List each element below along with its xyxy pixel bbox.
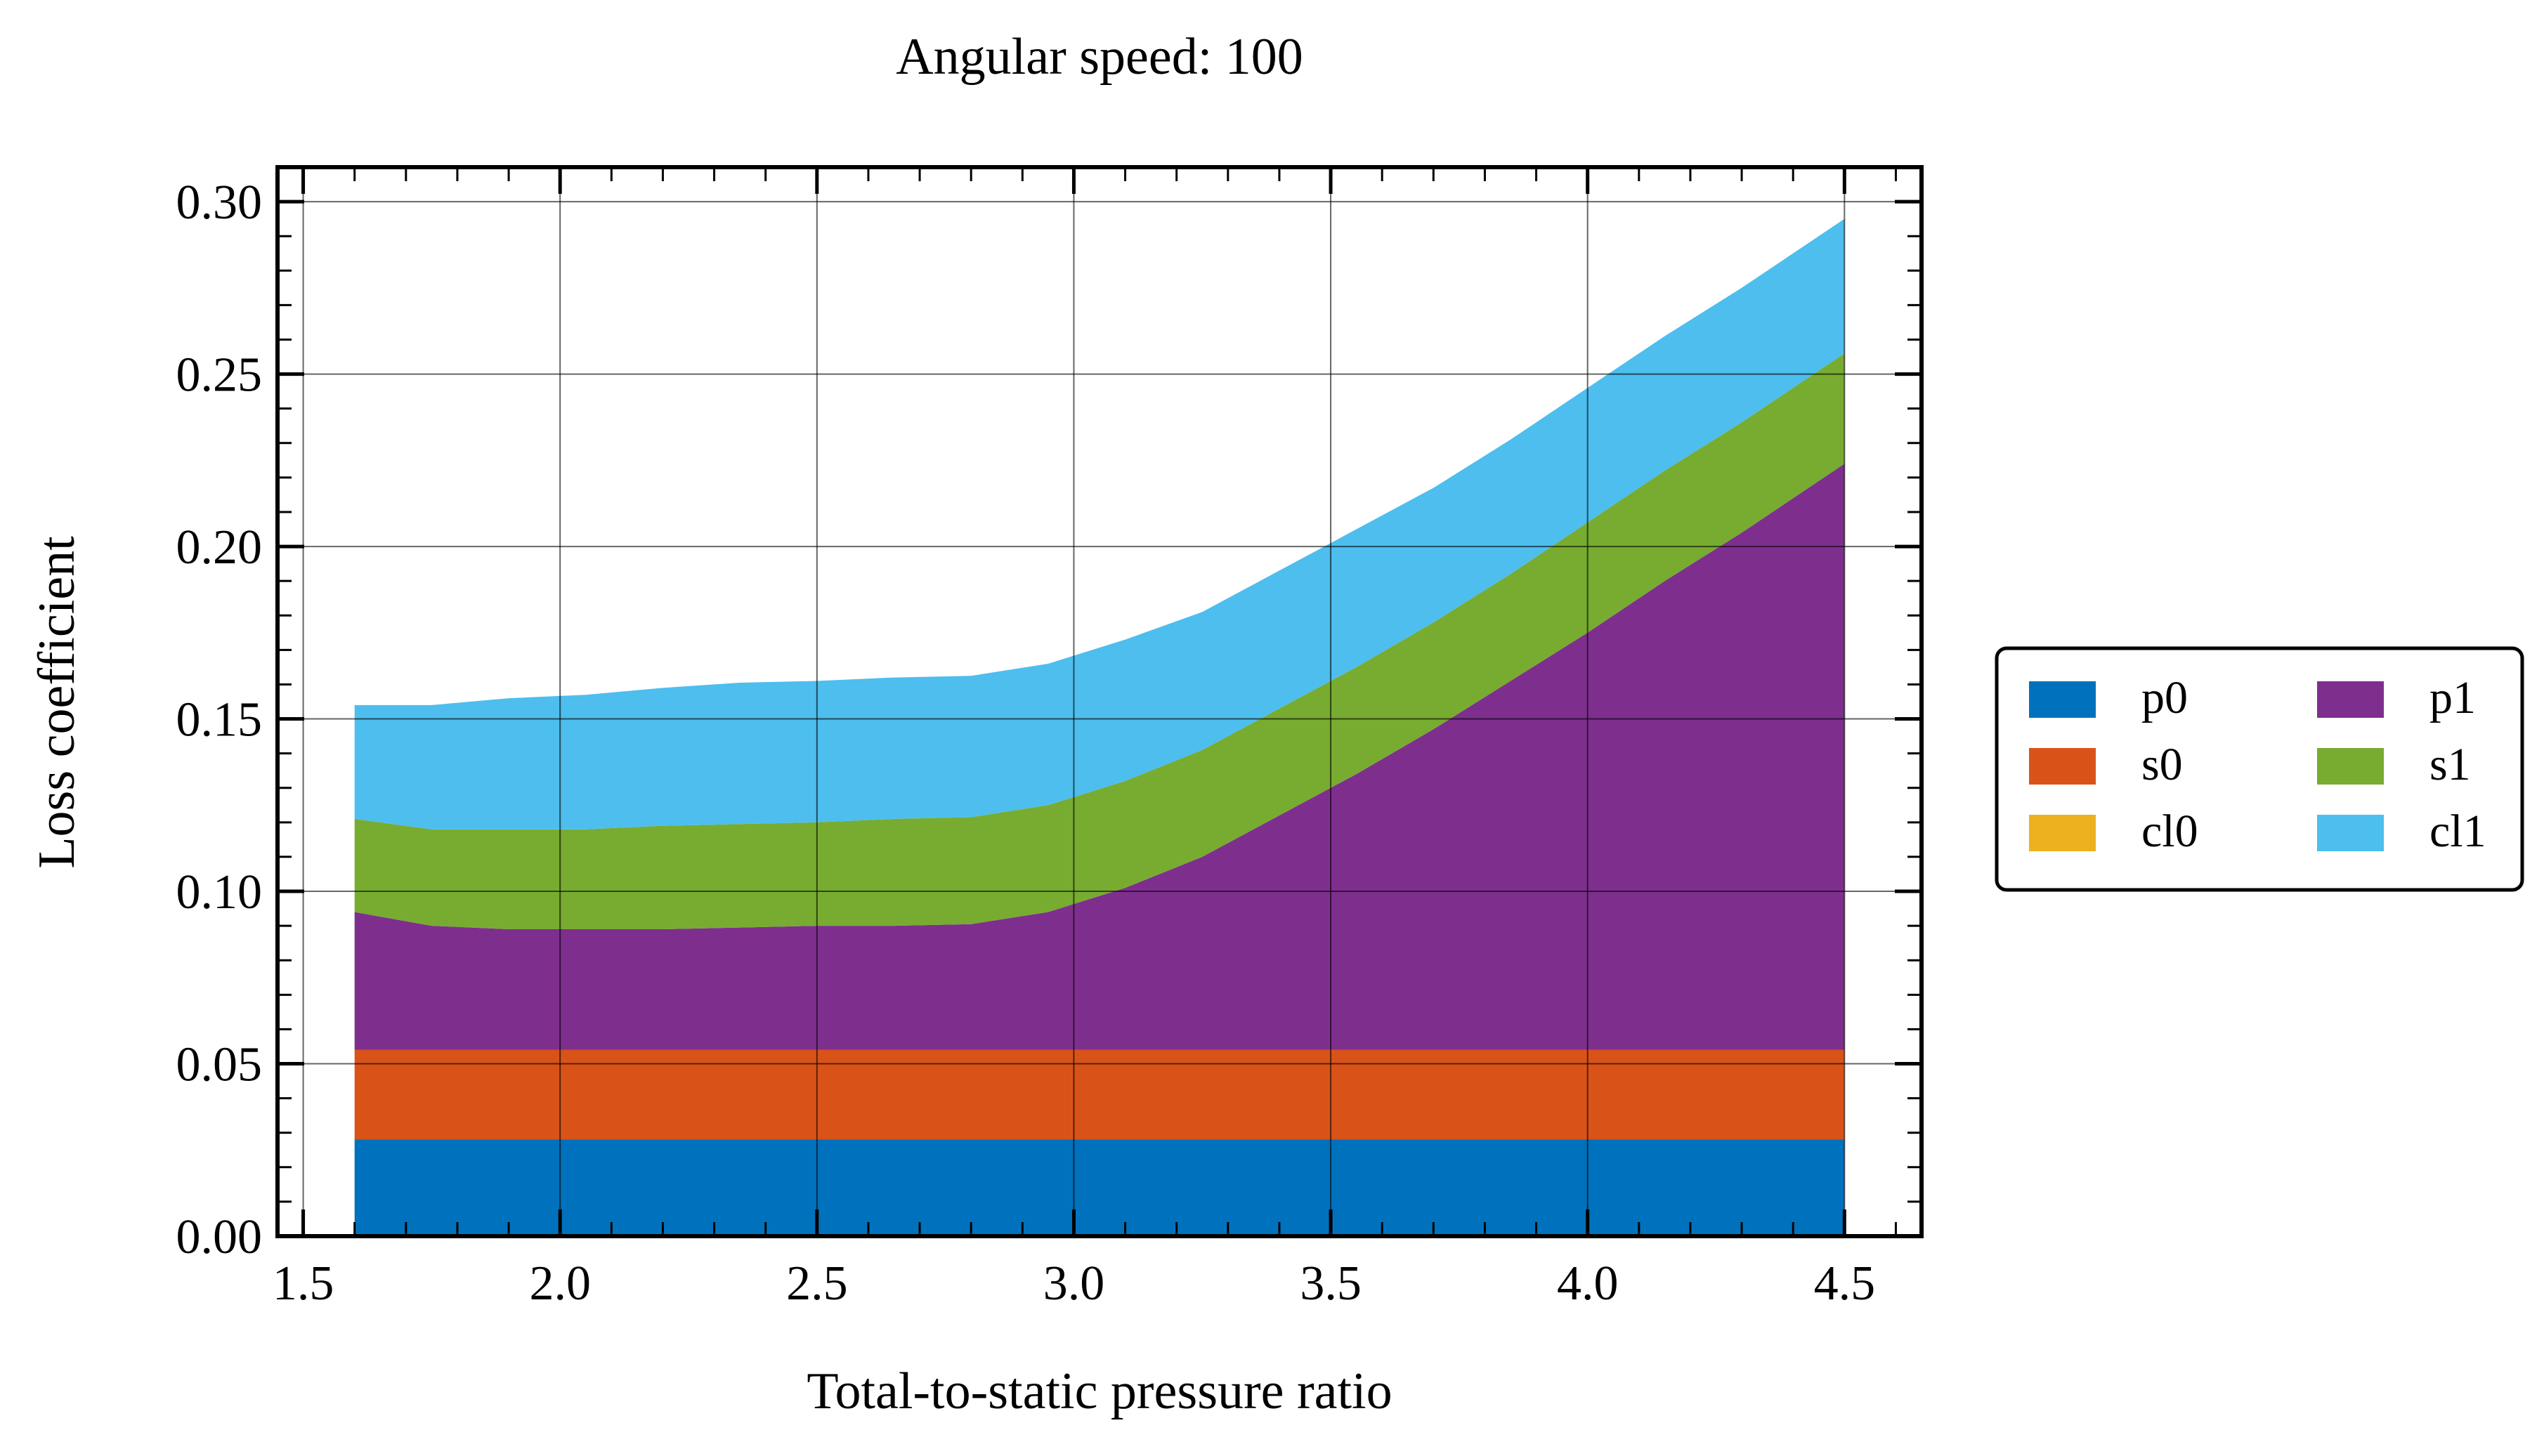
x-tick-label: 2.0 [529, 1257, 591, 1311]
y-tick-label: 0.30 [176, 176, 263, 230]
tick-labels: 1.5 2.0 2.5 3.0 3.5 4.0 4.5 0.00 0.05 0.10 0.15 0.2… [176, 176, 1876, 1311]
legend-label-s1: s1 [2429, 739, 2471, 790]
y-tick-label: 0.00 [176, 1210, 263, 1264]
y-tick-label: 0.15 [176, 693, 263, 747]
x-axis-label: Total-to-static pressure ratio [807, 1363, 1392, 1420]
legend-swatch-cl0 [2029, 815, 2096, 851]
legend-label-cl1: cl1 [2429, 806, 2486, 857]
legend-swatch-s1 [2317, 748, 2384, 785]
legend-swatch-s0 [2029, 748, 2096, 785]
legend-box [1995, 646, 2524, 892]
area-p1 [354, 464, 1845, 1050]
area-p0 [354, 1139, 1845, 1236]
legend-swatch-p0 [2029, 681, 2096, 718]
y-axis-label: Loss coefficient [28, 536, 86, 869]
legend-swatch-p1 [2317, 681, 2384, 718]
plot-frame [275, 165, 1924, 1238]
y-tick-label: 0.05 [176, 1038, 263, 1092]
x-tick-label: 4.0 [1557, 1257, 1619, 1311]
x-tick-label: 4.5 [1814, 1257, 1876, 1311]
legend: p0 s0 cl0 p1 s1 cl1 [1995, 646, 2524, 892]
legend-label-p1: p1 [2429, 672, 2476, 723]
stacked-areas [354, 218, 1845, 1236]
area-s1 [354, 353, 1845, 930]
chart-title: Angular speed: 100 [896, 28, 1303, 86]
legend-label-s0: s0 [2141, 739, 2183, 790]
x-tick-label: 3.0 [1043, 1257, 1105, 1311]
x-tick-label: 2.5 [786, 1257, 848, 1311]
y-tick-label: 0.20 [176, 520, 263, 575]
y-tick-label: 0.10 [176, 865, 263, 919]
legend-label-p0: p0 [2141, 672, 2188, 723]
legend-swatch-cl1 [2317, 815, 2384, 851]
legend-label-cl0: cl0 [2141, 806, 2198, 857]
x-tick-label: 1.5 [273, 1257, 334, 1311]
area-s0 [354, 1049, 1845, 1140]
area-cl1 [354, 218, 1845, 829]
y-tick-label: 0.25 [176, 348, 263, 402]
x-tick-label: 3.5 [1300, 1257, 1362, 1311]
